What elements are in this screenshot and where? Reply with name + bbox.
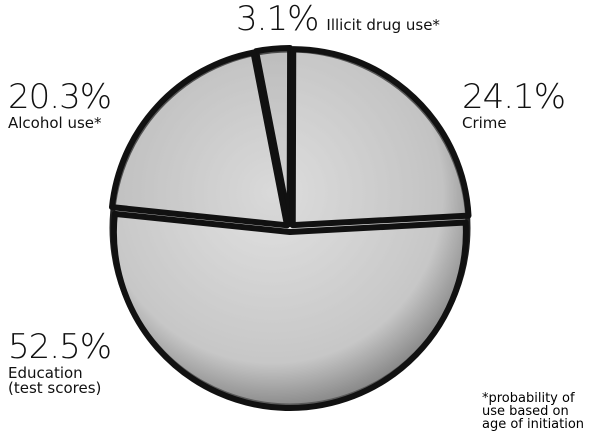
value-label: 20.3% (8, 80, 111, 116)
value-label: 24.1% (462, 80, 565, 116)
slice-label: 24.1%Crime (462, 80, 565, 131)
category-label: Crime (462, 116, 565, 132)
pie-slice (114, 214, 466, 408)
value-label: 3.1% (236, 0, 318, 39)
pie-slice (293, 49, 469, 225)
slice-label: 52.5%Education (test scores) (8, 330, 118, 397)
category-label: Education (test scores) (8, 366, 118, 398)
category-label: Illicit drug use* (326, 16, 440, 34)
slice-label: 20.3%Alcohol use* (8, 80, 111, 131)
footnote: *probability of use based on age of init… (482, 392, 592, 431)
value-label: 52.5% (8, 330, 118, 366)
category-label: Alcohol use* (8, 116, 111, 132)
pie-slice (112, 53, 287, 226)
slice-label: 3.1% Illicit drug use* (236, 2, 440, 38)
chart: 3.1% Illicit drug use* 24.1%Crime 52.5%Ed… (0, 0, 595, 434)
